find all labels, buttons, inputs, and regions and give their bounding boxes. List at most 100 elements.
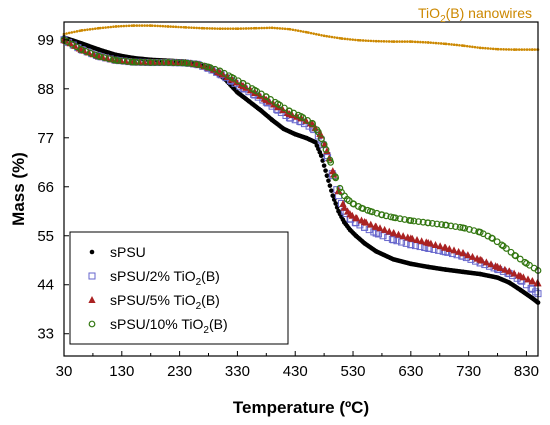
data-point bbox=[456, 223, 464, 231]
data-point bbox=[190, 26, 193, 29]
data-point bbox=[521, 258, 529, 266]
data-point bbox=[502, 245, 510, 252]
data-point bbox=[184, 26, 188, 29]
data-point bbox=[501, 265, 509, 273]
data-point bbox=[445, 244, 453, 252]
data-point bbox=[156, 59, 163, 66]
data-point bbox=[382, 40, 386, 43]
data-point bbox=[491, 47, 495, 51]
data-point bbox=[296, 29, 300, 32]
data-point bbox=[439, 42, 443, 45]
data-point bbox=[286, 27, 290, 31]
data-point bbox=[317, 33, 321, 37]
data-point bbox=[279, 106, 287, 114]
data-point bbox=[192, 26, 196, 30]
data-point bbox=[221, 27, 224, 30]
data-point bbox=[117, 25, 120, 28]
data-point bbox=[387, 40, 391, 43]
data-point bbox=[324, 173, 330, 178]
data-point bbox=[331, 173, 339, 181]
data-point bbox=[132, 24, 136, 27]
data-point bbox=[104, 26, 107, 29]
data-point bbox=[78, 29, 81, 33]
data-point bbox=[468, 252, 477, 260]
data-point bbox=[119, 24, 123, 28]
data-point bbox=[135, 24, 139, 27]
legend-marker bbox=[88, 296, 96, 303]
data-point bbox=[393, 237, 401, 245]
data-point bbox=[520, 48, 524, 51]
data-point bbox=[385, 40, 388, 43]
data-point bbox=[527, 284, 535, 292]
data-point bbox=[484, 46, 487, 50]
data-point bbox=[473, 45, 477, 49]
data-point bbox=[499, 47, 503, 51]
data-point bbox=[142, 58, 150, 66]
data-point bbox=[125, 24, 128, 28]
data-point bbox=[388, 235, 396, 243]
data-point bbox=[249, 27, 253, 30]
data-point bbox=[525, 48, 529, 51]
legend-marker bbox=[88, 320, 96, 328]
data-point bbox=[359, 39, 362, 42]
data-point bbox=[498, 241, 506, 249]
data-point bbox=[323, 147, 331, 155]
data-point bbox=[302, 30, 305, 33]
data-point bbox=[504, 48, 508, 51]
data-point bbox=[455, 247, 463, 255]
data-point bbox=[344, 207, 352, 215]
data-point bbox=[247, 27, 250, 30]
data-point bbox=[203, 26, 206, 30]
data-point bbox=[373, 209, 381, 217]
data-point bbox=[461, 224, 469, 232]
data-point bbox=[524, 275, 532, 283]
x-tick-label: 30 bbox=[56, 363, 73, 380]
data-point bbox=[307, 31, 310, 34]
data-point bbox=[493, 238, 501, 246]
y-tick-label: 99 bbox=[37, 32, 54, 49]
data-point bbox=[197, 26, 201, 30]
data-point bbox=[528, 48, 531, 51]
data-point bbox=[378, 211, 385, 219]
data-point bbox=[165, 59, 173, 66]
data-point bbox=[160, 59, 168, 66]
data-point bbox=[441, 243, 449, 251]
data-point bbox=[170, 59, 177, 67]
data-point bbox=[405, 216, 413, 224]
data-point bbox=[507, 248, 515, 256]
data-point bbox=[127, 24, 131, 28]
legend-box bbox=[69, 231, 289, 345]
data-point bbox=[471, 45, 474, 49]
data-point bbox=[357, 216, 366, 224]
data-point bbox=[468, 45, 472, 48]
data-point bbox=[367, 39, 370, 43]
data-point bbox=[260, 26, 263, 30]
data-point bbox=[464, 251, 472, 259]
data-point bbox=[396, 215, 404, 223]
data-point bbox=[299, 29, 303, 33]
data-point bbox=[478, 46, 482, 50]
data-point bbox=[322, 34, 326, 38]
data-point bbox=[421, 40, 425, 44]
data-point bbox=[489, 47, 492, 50]
data-point bbox=[465, 226, 473, 233]
data-point bbox=[210, 27, 214, 30]
data-point bbox=[445, 42, 448, 46]
data-point bbox=[489, 235, 496, 242]
data-point bbox=[505, 267, 514, 275]
data-point bbox=[510, 269, 518, 277]
data-point bbox=[223, 27, 227, 30]
data-point bbox=[213, 27, 217, 30]
data-point bbox=[140, 24, 144, 27]
data-point bbox=[434, 41, 438, 45]
data-point bbox=[517, 48, 521, 51]
data-point bbox=[452, 43, 456, 47]
data-point bbox=[291, 28, 295, 32]
data-point bbox=[354, 38, 357, 42]
data-point bbox=[307, 119, 315, 127]
data-point bbox=[341, 192, 348, 200]
data-point bbox=[438, 221, 446, 228]
data-point bbox=[406, 40, 409, 43]
data-point bbox=[343, 37, 347, 41]
